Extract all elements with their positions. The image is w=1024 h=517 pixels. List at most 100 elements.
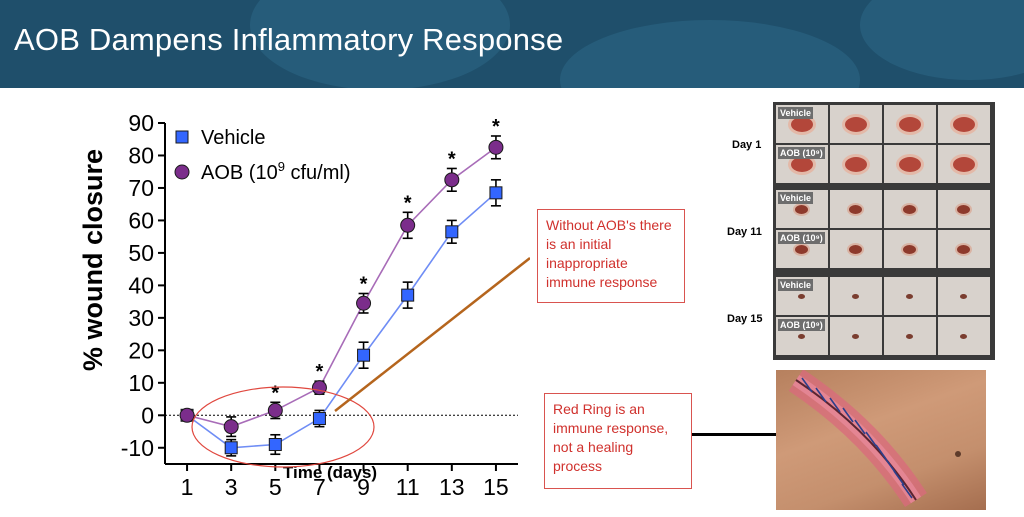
vehicle-marker: [268, 438, 282, 452]
vehicle-marker: [401, 288, 415, 302]
wound-photo: [830, 145, 882, 183]
wound-photo: [884, 190, 936, 228]
legend-entry-label: Vehicle: [201, 127, 266, 149]
vehicle-tag: Vehicle: [778, 107, 814, 119]
wound-photo: [884, 230, 936, 268]
significance-marker: *: [448, 148, 456, 170]
wound-photo: [830, 105, 882, 143]
wound-photo: [830, 277, 882, 315]
series-line: [186, 192, 497, 449]
wound-photo: AOB (10⁹): [776, 145, 828, 183]
aob-marker: [223, 419, 239, 435]
y-tick-label: 90: [128, 110, 154, 136]
callout-arrow: [334, 257, 530, 412]
y-tick-label: 30: [128, 305, 154, 331]
y-axis-label: % wound closure: [78, 149, 108, 371]
aob-tag: AOB (10⁹): [778, 147, 825, 159]
slide-title: AOB Dampens Inflammatory Response: [14, 22, 564, 57]
vehicle-marker: [224, 441, 238, 455]
header-texture: [250, 0, 510, 88]
x-tick-label: 1: [181, 474, 194, 500]
x-tick-label: 7: [313, 474, 326, 500]
chart-series: * * * * * *: [179, 116, 504, 457]
x-axis-label: Time (days): [283, 463, 377, 482]
vehicle-marker: [489, 186, 503, 200]
aob-marker: [488, 139, 504, 155]
day-11-label: Day 11: [727, 226, 762, 238]
immune-response-callout: Without AOB's there is an initial inappr…: [537, 209, 685, 303]
red-ring-pointer-line: [692, 433, 834, 436]
y-tick-label: 70: [128, 175, 154, 201]
y-tick-label: 10: [128, 370, 154, 396]
aob-tag: AOB (10⁹): [778, 232, 825, 244]
wound-photo: [884, 105, 936, 143]
vehicle-marker: [312, 412, 326, 426]
x-tick-label: 13: [439, 474, 465, 500]
aob-marker: [444, 172, 460, 188]
wound-photo: AOB (10⁹): [776, 317, 828, 355]
wound-photo: Vehicle: [776, 105, 828, 143]
significance-marker: *: [360, 274, 368, 296]
vehicle-tag: Vehicle: [778, 192, 814, 204]
wound-photo-grid: Vehicle AOB (10⁹) Vehicle AOB (10⁹) Vehi…: [773, 102, 995, 360]
series-line: [186, 146, 497, 428]
wound-photo: [884, 277, 936, 315]
wound-photo: [830, 317, 882, 355]
vehicle-marker: [175, 130, 189, 144]
sutured-wound-photo: [776, 370, 986, 510]
day-15-photos: Vehicle AOB (10⁹): [776, 277, 992, 355]
x-tick-label: 11: [396, 474, 420, 500]
y-tick-label: 0: [141, 402, 154, 428]
wound-photo: [938, 145, 990, 183]
sutured-wound-illustration: [788, 370, 961, 508]
wound-photo: [830, 230, 882, 268]
vehicle-marker: [357, 348, 371, 362]
wound-photo: [884, 317, 936, 355]
significance-marker: *: [492, 116, 500, 138]
vehicle-tag: Vehicle: [778, 279, 814, 291]
y-tick-label: 60: [128, 207, 154, 233]
aob-marker: [174, 164, 190, 180]
aob-tag: AOB (10⁹): [778, 319, 825, 331]
day-1-photos: Vehicle AOB (10⁹): [776, 105, 992, 183]
wound-photo: AOB (10⁹): [776, 230, 828, 268]
chart-legend: Vehicle AOB (109 cfu/ml): [174, 127, 351, 184]
x-tick-label: 3: [225, 474, 238, 500]
x-tick-label: 9: [357, 474, 370, 500]
day-1-label: Day 1: [732, 139, 762, 151]
significance-marker: *: [316, 361, 324, 383]
y-tick-label: 50: [128, 240, 154, 266]
legend-entry-label: AOB (109 cfu/ml): [201, 159, 351, 184]
header-texture: [560, 20, 860, 88]
header-texture: [860, 0, 1024, 80]
aob-marker: [400, 217, 416, 233]
slide-header: AOB Dampens Inflammatory Response: [0, 0, 1024, 88]
wound-photo: Vehicle: [776, 277, 828, 315]
highlight-ellipse: [191, 386, 375, 468]
wound-photo: [830, 190, 882, 228]
aob-marker: [356, 295, 372, 311]
wound-photo: [884, 145, 936, 183]
wound-photo: [938, 317, 990, 355]
wound-photo: [938, 190, 990, 228]
day-11-photos: Vehicle AOB (10⁹): [776, 190, 992, 268]
wound-photo: [938, 277, 990, 315]
wound-photo: Vehicle: [776, 190, 828, 228]
y-tick-label: 40: [128, 272, 154, 298]
wound-photo: [938, 105, 990, 143]
vehicle-marker: [445, 225, 459, 239]
wound-photo: [938, 230, 990, 268]
red-ring-callout: Red Ring is an immune response, not a he…: [544, 393, 692, 489]
y-tick-label: 80: [128, 142, 154, 168]
significance-marker: *: [404, 192, 412, 214]
day-15-label: Day 15: [727, 313, 763, 325]
significance-marker: *: [271, 382, 279, 404]
aob-marker: [267, 402, 283, 418]
x-tick-label: 5: [269, 474, 282, 500]
x-tick-label: 15: [483, 474, 509, 500]
y-tick-label: -10: [121, 435, 154, 461]
aob-marker: [179, 407, 195, 423]
y-tick-label: 20: [128, 337, 154, 363]
